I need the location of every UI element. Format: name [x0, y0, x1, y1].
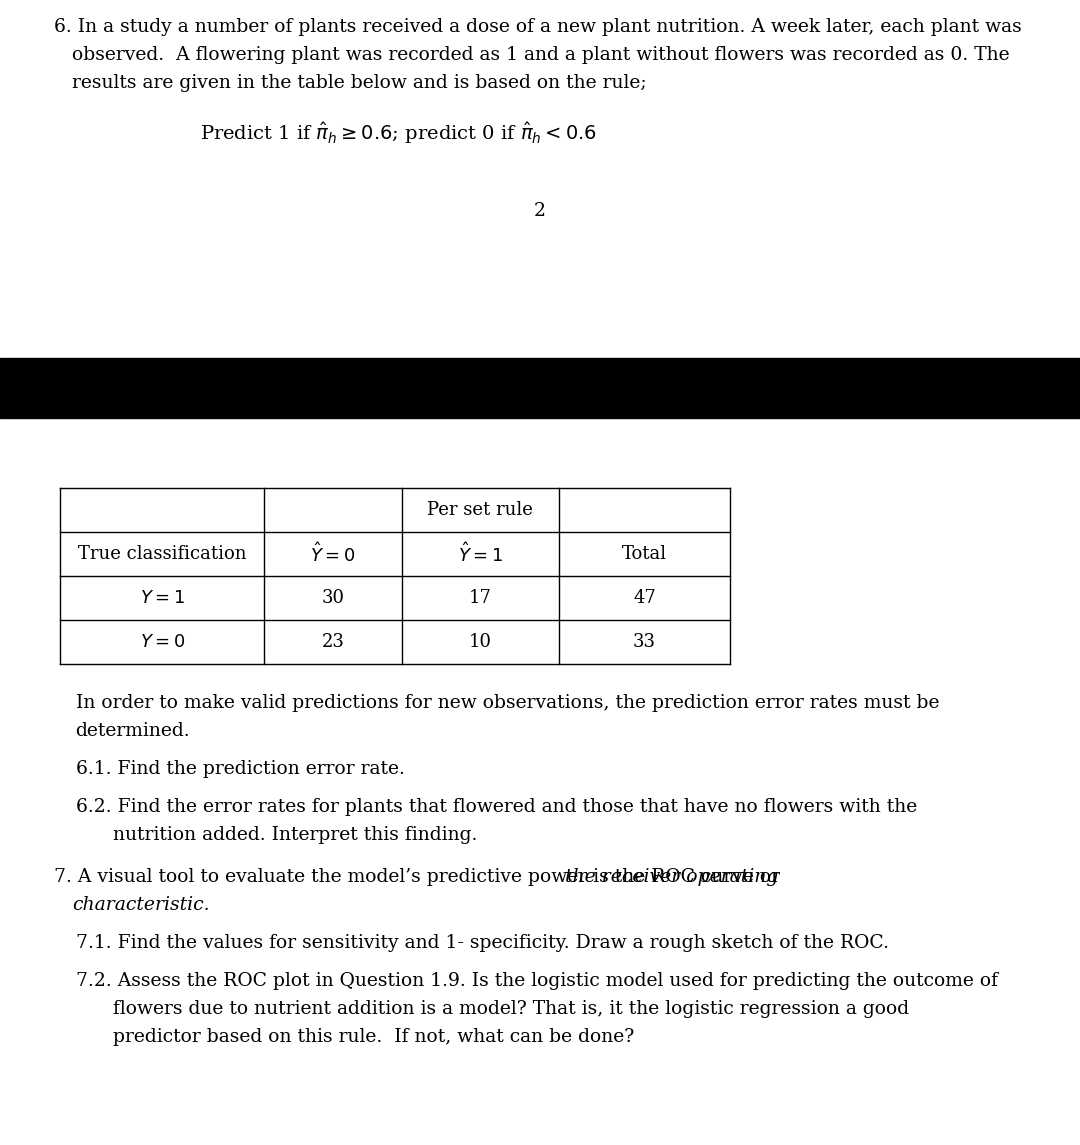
- Text: $\hat{Y} = 1$: $\hat{Y} = 1$: [458, 542, 503, 566]
- Text: 6. In a study a number of plants received a dose of a new plant nutrition. A wee: 6. In a study a number of plants receive…: [54, 18, 1022, 35]
- Text: $Y = 0$: $Y = 0$: [139, 633, 185, 652]
- Text: 30: 30: [322, 589, 345, 607]
- Text: nutrition added. Interpret this finding.: nutrition added. Interpret this finding.: [113, 826, 477, 844]
- Text: 17: 17: [469, 589, 491, 607]
- Text: 23: 23: [322, 633, 345, 652]
- Text: 47: 47: [633, 589, 656, 607]
- Text: 6.1. Find the prediction error rate.: 6.1. Find the prediction error rate.: [76, 760, 405, 777]
- Text: 7.2. Assess the ROC plot in Question 1.9. Is the logistic model used for predict: 7.2. Assess the ROC plot in Question 1.9…: [76, 972, 998, 990]
- Text: 7. A visual tool to evaluate the model’s predictive power is the ROC curve or: 7. A visual tool to evaluate the model’s…: [54, 868, 786, 886]
- Text: 2: 2: [534, 202, 546, 220]
- Text: 7.1. Find the values for sensitivity and 1- specificity. Draw a rough sketch of : 7.1. Find the values for sensitivity and…: [76, 934, 889, 951]
- Text: predictor based on this rule.  If not, what can be done?: predictor based on this rule. If not, wh…: [113, 1028, 635, 1047]
- Text: $\hat{Y} = 0$: $\hat{Y} = 0$: [310, 542, 355, 566]
- Text: True classification: True classification: [78, 545, 246, 563]
- Text: 6.2. Find the error rates for plants that flowered and those that have no flower: 6.2. Find the error rates for plants tha…: [76, 798, 917, 816]
- Text: In order to make valid predictions for new observations, the prediction error ra: In order to make valid predictions for n…: [76, 694, 940, 712]
- Text: 33: 33: [633, 633, 656, 652]
- Text: Per set rule: Per set rule: [428, 502, 534, 519]
- Text: flowers due to nutrient addition is a model? That is, it the logistic regression: flowers due to nutrient addition is a mo…: [113, 1000, 909, 1018]
- Text: Predict 1 if $\hat{\pi}_h \geq 0.6$; predict 0 if $\hat{\pi}_h < 0.6$: Predict 1 if $\hat{\pi}_h \geq 0.6$; pre…: [200, 120, 597, 145]
- Bar: [0, 358, 1080, 418]
- Text: $Y = 1$: $Y = 1$: [139, 589, 185, 607]
- Text: characteristic.: characteristic.: [72, 897, 210, 914]
- Text: determined.: determined.: [76, 722, 190, 740]
- Text: observed.  A flowering plant was recorded as 1 and a plant without flowers was r: observed. A flowering plant was recorded…: [72, 46, 1010, 64]
- Text: 10: 10: [469, 633, 491, 652]
- Text: results are given in the table below and is based on the rule;: results are given in the table below and…: [72, 74, 647, 92]
- Text: Total: Total: [622, 545, 667, 563]
- Text: the receiver operating: the receiver operating: [565, 868, 779, 886]
